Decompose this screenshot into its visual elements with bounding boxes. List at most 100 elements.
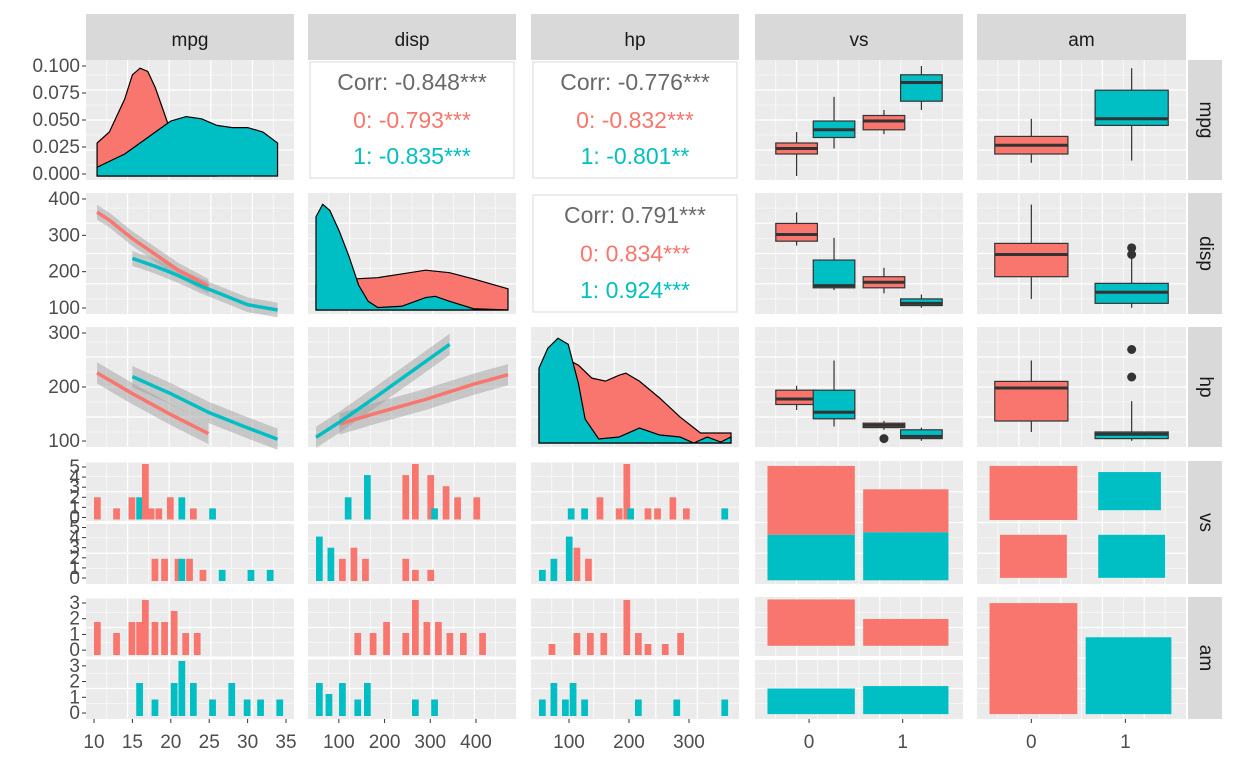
hist-bar [190,683,197,716]
strip-right-hp [1188,327,1222,447]
hist-bar [354,633,362,655]
bar-block [1098,534,1166,578]
hist-bar [635,699,642,716]
hist-bar [669,497,677,520]
hist-bar [113,633,120,655]
hist-bar [316,683,323,716]
hist-bar [644,644,652,655]
hist-bar [435,622,442,655]
strip-right-label: hp [1195,376,1216,397]
hist-bar [550,558,558,581]
hist-bar [565,536,573,581]
left-tick-label: 0.025 [32,137,80,158]
hist-bar [431,508,438,520]
hist-bar [178,661,186,716]
density-1 [538,337,732,444]
hist-bar [454,497,461,520]
hist-bar [623,600,631,655]
corr-group1: 1: -0.835*** [353,143,471,169]
hist-bar [325,694,333,716]
fit-line-0 [96,210,210,288]
hist-bar [635,633,642,655]
hist-bar [431,699,438,716]
strip-right-label: vs [1195,513,1216,532]
hist-bar [136,622,143,655]
hist-bar [644,508,652,520]
bottom-tick-label: 100 [553,732,585,753]
hist-bar [654,508,661,520]
bottom-tick-label: 20 [160,732,181,753]
hist-bar [412,569,419,581]
hist-bar [539,569,546,581]
bottom-tick-label: 30 [237,732,258,753]
hist-bar [623,464,631,520]
corr-panel-0-2 [532,61,738,179]
hist-bar [209,508,216,520]
hist-bar [661,644,669,655]
hist-bar [178,558,186,581]
corr-group0: 0: -0.832*** [576,107,694,133]
left-tick-label: 0 [69,640,80,661]
left-tick-label: 1 [69,687,80,708]
hist-bar [113,508,120,520]
hist-bar [276,699,284,716]
hist-bar [266,569,274,581]
bar-block [863,686,949,715]
hist-bar [142,464,149,520]
bar-block [989,465,1078,521]
grid-2-1 [308,327,516,447]
hist-bar [151,699,159,716]
left-tick-label: 1 [69,624,80,645]
hist-bar [142,600,149,655]
hist-bar [151,558,159,581]
bottom-tick-label: 300 [673,732,705,753]
hist-bar [170,611,178,655]
box-body [899,429,943,440]
bar-block [1098,472,1161,511]
left-tick-label: 5 [69,518,80,539]
bottom-tick-label: 15 [122,732,143,753]
hist-bar [412,699,419,716]
hist-bar [170,683,178,716]
bar-block [767,599,855,646]
hist-bar [721,508,729,520]
bottom-tick-label: 100 [323,732,355,753]
hist-bar [596,497,604,520]
hist-bar [193,633,201,655]
hist-bar [446,633,454,655]
strip-right-mpg [1188,60,1222,180]
left-tick-label: 3 [69,538,80,559]
box-body [994,242,1069,278]
fit-line-0 [338,373,509,426]
hist-bar [364,683,371,716]
hist-bar [218,569,226,581]
fit-line-1 [131,375,279,441]
hist-bar [339,558,346,581]
hist-bar [627,508,635,520]
hist-bar [423,622,431,655]
bottom-tick-label: 35 [275,732,296,753]
fit-line-1 [315,342,451,439]
left-tick-label: 1 [69,497,80,518]
outlier-point [1127,250,1137,259]
bottom-tick-label: 0 [804,732,815,753]
hist-bar [427,569,435,581]
corr-group0: 0: -0.793*** [353,107,471,133]
grid-2-3 [755,327,963,447]
hist-bar [147,508,155,520]
hist-bar [539,699,546,716]
hist-bar [581,699,588,716]
left-tick-label: 0.050 [32,110,80,131]
box-body [812,389,856,420]
box-body [862,114,906,131]
hist-bar [362,558,369,581]
left-tick-label: 0 [69,568,80,589]
strip-top-label: am [1068,30,1094,51]
corr-panel-0-1 [309,61,515,179]
left-tick-label: 2 [69,548,80,569]
hist-bar [199,569,207,581]
hist-bar [600,633,608,655]
density-1 [96,115,279,177]
strip-top-label: vs [850,30,869,51]
